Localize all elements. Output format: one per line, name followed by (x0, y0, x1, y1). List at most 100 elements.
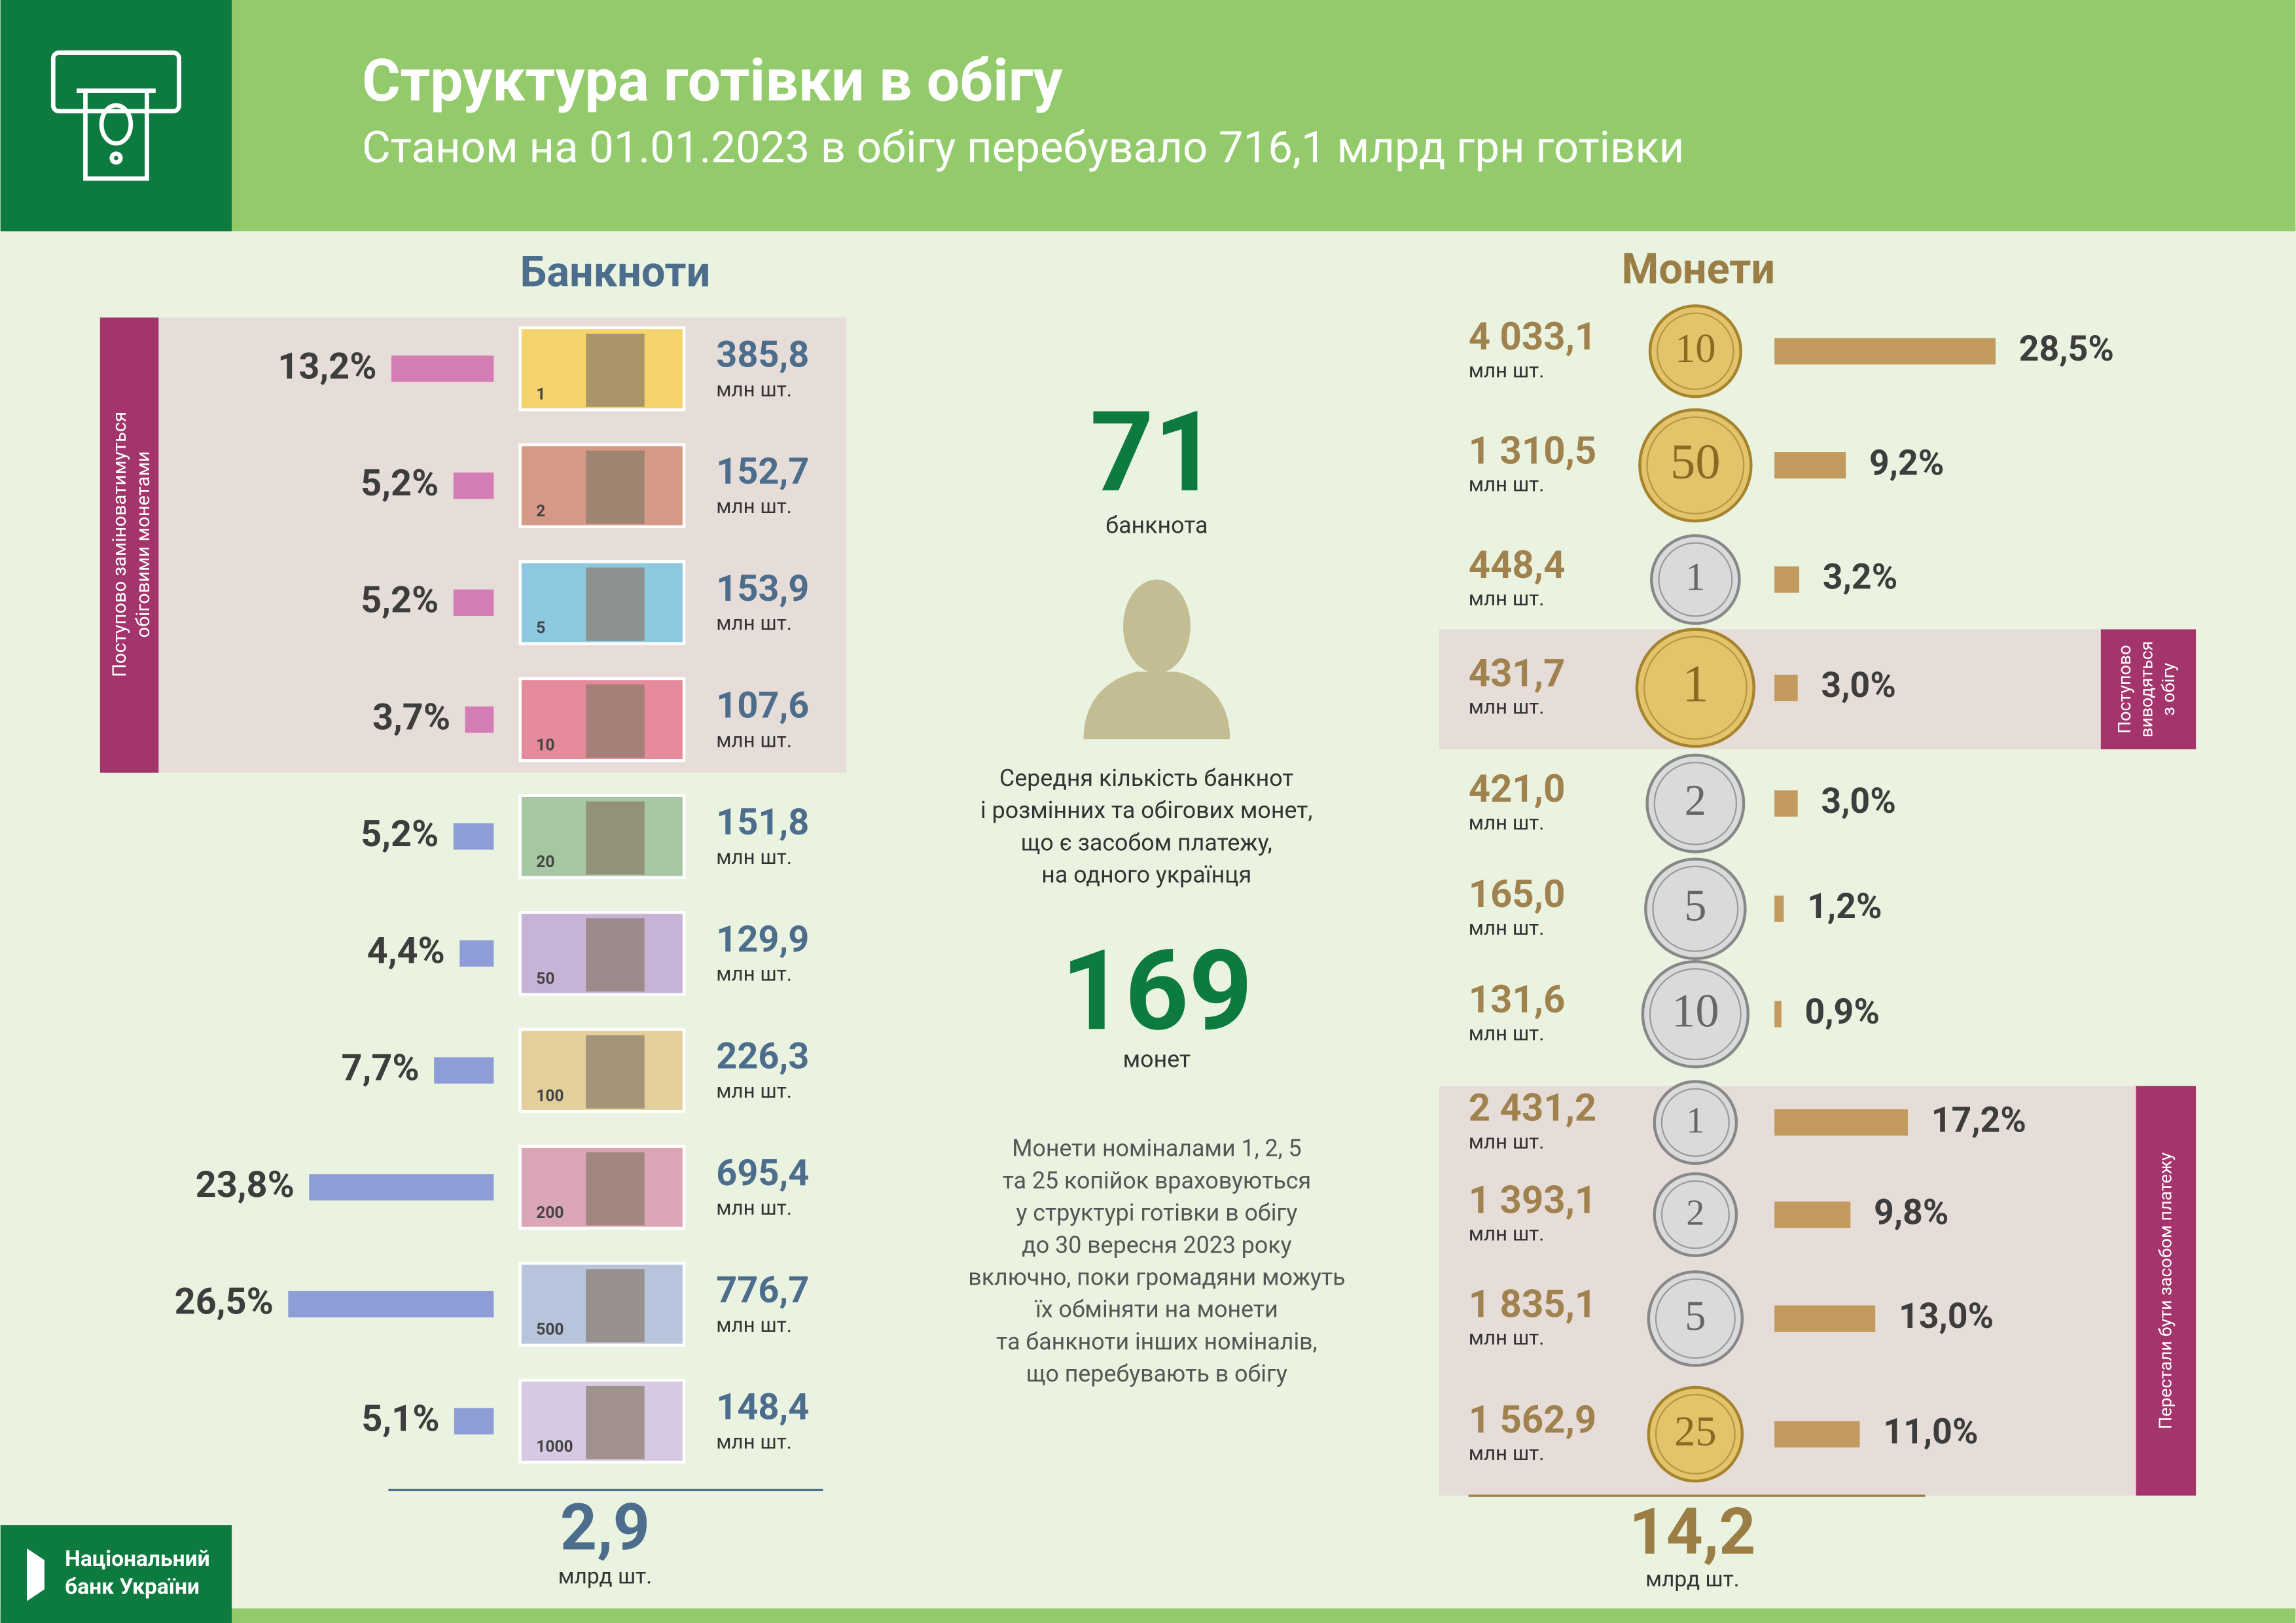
banknote-denomination: 1 (536, 385, 545, 404)
count-value: 1 562,9 (1469, 1398, 1597, 1442)
bar (1774, 1421, 1860, 1448)
coin-image (1653, 1080, 1738, 1166)
description-line: і розмінних та обігових монет, (980, 797, 1312, 825)
count-value: 431,7 (1469, 652, 1566, 696)
coin-rim (1649, 968, 1742, 1061)
bar (1774, 1109, 1908, 1136)
coin-denomination: 2 (1685, 777, 1706, 825)
header-band (0, 0, 2296, 232)
note-line: та банкноти інших номіналів, (996, 1328, 1318, 1355)
bar (459, 940, 494, 967)
coin-rim (1657, 312, 1734, 390)
count-value: 151,8 (716, 800, 809, 844)
logo-text: Національний банк України (65, 1546, 209, 1599)
coin-image (1648, 304, 1742, 399)
percent-label: 3,0% (1821, 665, 1895, 706)
count-unit: млн шт. (716, 377, 792, 401)
group-strip (2136, 1086, 2197, 1496)
coin-rim (1646, 416, 1745, 515)
bar (1774, 895, 1784, 922)
count-unit: млн шт. (1469, 586, 1545, 611)
group-note: Поступово виводяться з обігу (2114, 641, 2179, 738)
percent-label: 23,8% (196, 1163, 295, 1206)
coin-denomination: 2 (1686, 1192, 1704, 1233)
banknote-portrait (586, 567, 645, 641)
coin-image (1644, 857, 1747, 960)
banknote-denomination: 20 (536, 853, 554, 872)
percent-label: 0,9% (1805, 991, 1880, 1033)
section-heading: Монети (1622, 244, 1776, 294)
title: Структура готівки в обігу (362, 46, 1062, 115)
count-value: 4 033,1 (1469, 315, 1597, 359)
percent-label: 3,2% (1823, 557, 1897, 598)
count-value: 152,7 (716, 450, 809, 493)
bar (434, 1057, 494, 1084)
coin-rim (1655, 1278, 1736, 1359)
coin-denomination: 25 (1674, 1408, 1716, 1455)
coin-rim (1655, 1394, 1736, 1475)
percent-label: 5,1% (361, 1397, 439, 1440)
percent-label: 9,8% (1874, 1192, 1948, 1233)
bar (391, 355, 494, 382)
coin-denomination: 1 (1685, 556, 1705, 599)
group-strip (2100, 629, 2197, 749)
coin-denomination: 5 (1684, 881, 1706, 931)
section-heading: Банкноти (520, 247, 711, 297)
count-unit: млн шт. (1469, 1325, 1545, 1349)
coin-image (1638, 408, 1753, 523)
coin-denomination: 50 (1670, 434, 1720, 490)
count-unit: млн шт. (1469, 358, 1545, 382)
note-line: їх обміняти на монети (1034, 1296, 1278, 1323)
note: Монети номіналами 1, 2, 5 та 25 копійок в… (968, 1135, 1345, 1387)
coin-denomination: 1 (1682, 655, 1708, 713)
banknote-denomination: 10 (536, 736, 554, 755)
bar (288, 1291, 494, 1318)
group-box (99, 317, 847, 773)
banknote-denomination: 1000 (536, 1437, 573, 1456)
description-line: що є засобом платежу, (1021, 829, 1272, 857)
percent-label: 5,2% (361, 812, 439, 855)
count-unit: млн шт. (1469, 1441, 1545, 1465)
group-strip (99, 317, 159, 773)
coin-image (1653, 1172, 1738, 1257)
coin-denomination: 10 (1672, 984, 1719, 1037)
count-unit: млн шт. (716, 611, 792, 635)
coin-image (1635, 628, 1756, 748)
group-note-line: обіговими монетами (132, 451, 154, 637)
note-line: що перебувають в обігу (1026, 1361, 1287, 1388)
count-value: 131,6 (1469, 978, 1566, 1022)
person-icon (1083, 579, 1230, 740)
count-unit: млн шт. (1469, 810, 1545, 834)
total-unit: млрд шт. (1645, 1567, 1739, 1592)
coin-image (1641, 959, 1750, 1069)
banknote-denomination: 2 (536, 502, 545, 521)
banknote-portrait (586, 1035, 645, 1109)
total-unit: млрд шт. (558, 1564, 652, 1590)
banknote-denomination: 500 (536, 1321, 564, 1340)
banknote-portrait (586, 684, 645, 758)
big-number-label: банкнота (1105, 512, 1208, 539)
count-unit: млн шт. (1469, 1021, 1545, 1045)
count-value: 1 835,1 (1469, 1282, 1597, 1327)
header-icon-box (0, 0, 232, 232)
percent-label: 7,7% (342, 1046, 420, 1089)
total-value: 14,2 (1629, 1495, 1756, 1570)
coin-image (1647, 1385, 1744, 1483)
note-line: до 30 вересня 2023 року (1022, 1232, 1291, 1259)
count-value: 165,0 (1469, 872, 1566, 917)
coin-rim (1653, 761, 1738, 846)
logo-text-line: банк України (65, 1574, 200, 1599)
big-number: 71 (1090, 387, 1217, 518)
banknote-portrait (586, 1152, 645, 1226)
count-unit: млн шт. (716, 845, 792, 869)
percent-label: 13,2% (278, 344, 376, 387)
bar (465, 706, 494, 733)
coin-rim (1658, 542, 1733, 617)
note-line: включно, поки громадяни можуть (968, 1264, 1345, 1291)
banknote-denomination: 100 (536, 1086, 564, 1105)
bar (309, 1174, 494, 1201)
bar (1774, 1201, 1851, 1228)
banknote-portrait (586, 918, 645, 992)
coin-rim (1643, 635, 1748, 740)
bar (1774, 1001, 1782, 1027)
